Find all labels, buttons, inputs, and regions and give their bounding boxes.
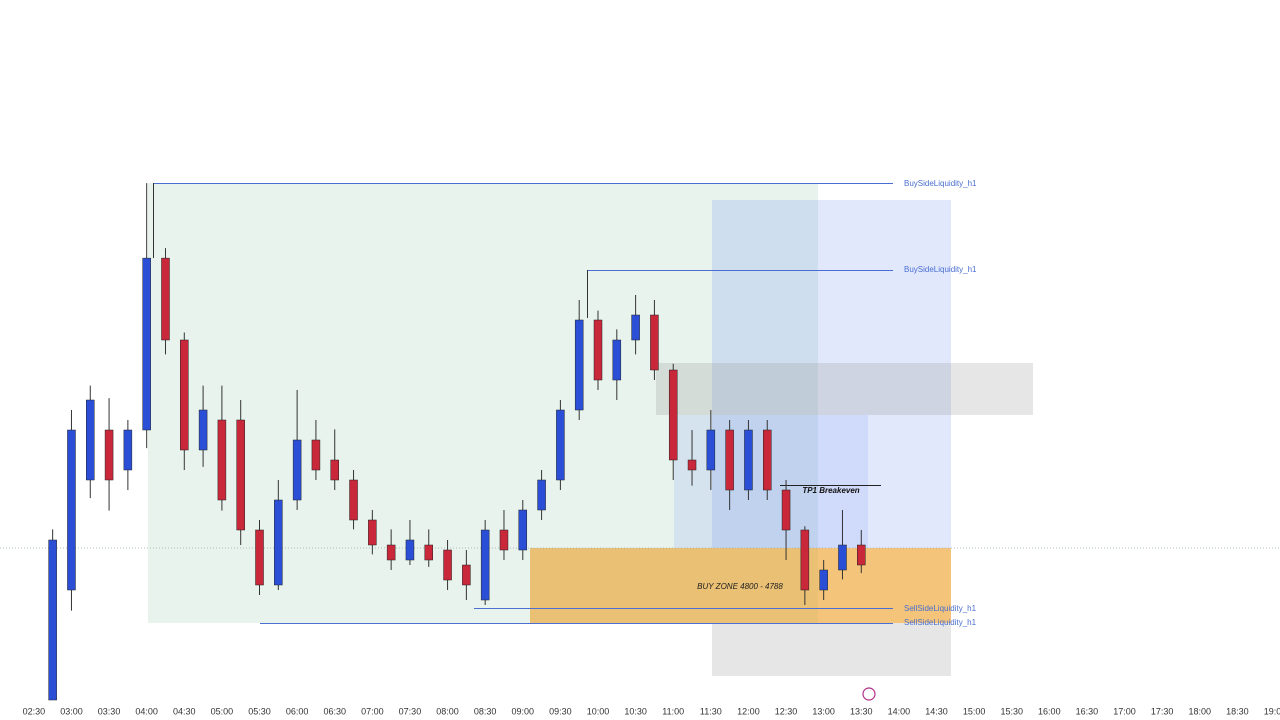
candle-body (612, 339, 622, 381)
candle-body (443, 549, 452, 581)
x-tick-label: 03:30 (98, 706, 121, 716)
x-tick-label: 16:00 (1038, 706, 1061, 716)
candle-body (706, 429, 716, 471)
candle-body (593, 319, 603, 381)
candle-body (838, 544, 847, 571)
x-tick-label: 13:00 (812, 706, 835, 716)
x-tick-label: 17:00 (1113, 706, 1136, 716)
candle-body (574, 319, 584, 411)
candle-body (650, 314, 659, 371)
x-tick-label: 12:00 (737, 706, 760, 716)
candle-body (687, 459, 697, 471)
candle-body (537, 479, 546, 511)
candle-body (499, 529, 509, 551)
candle-body (725, 429, 734, 491)
x-tick-label: 12:30 (775, 706, 798, 716)
x-tick-label: 15:00 (963, 706, 986, 716)
x-tick-label: 16:30 (1076, 706, 1099, 716)
x-tick-label: 14:30 (925, 706, 948, 716)
candle-body (424, 544, 434, 561)
annotation: SellSideLiquidity_h1 (904, 604, 977, 613)
candle-body (631, 314, 640, 341)
annotation: BuySideLiquidity_h1 (904, 179, 977, 188)
x-tick-label: 09:30 (549, 706, 572, 716)
candle-body (857, 544, 866, 566)
candle-body (86, 399, 95, 481)
x-tick-label: 02:30 (23, 706, 46, 716)
candle-body (762, 429, 772, 491)
candle-body (198, 409, 208, 451)
candle-body (668, 369, 678, 461)
x-tick-label: 18:30 (1226, 706, 1249, 716)
candle-body (236, 419, 245, 531)
candle-body (349, 479, 358, 521)
x-tick-label: 11:00 (662, 706, 684, 716)
x-tick-label: 17:30 (1151, 706, 1174, 716)
candle-body (142, 257, 151, 431)
x-tick-label: 10:30 (624, 706, 647, 716)
x-tick-label: 19:00 (1264, 706, 1280, 716)
annotation: BUY ZONE 4800 - 4788 (697, 582, 783, 591)
x-tick-label: 05:30 (248, 706, 271, 716)
candle-body (781, 489, 791, 531)
x-tick-label: 13:30 (850, 706, 873, 716)
candle-body (405, 539, 415, 561)
x-tick-label: 04:00 (135, 706, 158, 716)
x-tick-label: 08:30 (474, 706, 497, 716)
x-tick-label: 07:30 (399, 706, 422, 716)
candle-body (386, 544, 396, 561)
annotation: TP1 Breakeven (802, 486, 859, 495)
candle-body (744, 429, 753, 491)
candle-body (480, 529, 490, 601)
x-tick-label: 18:00 (1188, 706, 1211, 716)
candle-body (48, 539, 57, 701)
stop-zone (712, 623, 951, 676)
candles (48, 183, 866, 701)
x-tick-label: 03:00 (60, 706, 83, 716)
candle-body (368, 519, 377, 546)
candle-body (123, 429, 133, 471)
candle-body (217, 419, 227, 501)
annotation: SellSideLiquidity_h1 (904, 618, 977, 627)
candle-body (330, 459, 339, 481)
x-tick-label: 10:00 (587, 706, 610, 716)
candle-body (292, 439, 302, 501)
annotation: BuySideLiquidity_h1 (904, 265, 977, 274)
candle-body (556, 409, 565, 481)
x-tick-label: 05:00 (211, 706, 234, 716)
candle-body (180, 339, 189, 451)
candle-body (274, 499, 283, 586)
x-tick-label: 06:30 (323, 706, 346, 716)
candle-body (819, 569, 828, 591)
candle-body (104, 429, 114, 481)
candle-body (462, 564, 471, 586)
x-tick-label: 15:30 (1000, 706, 1023, 716)
supply-zone (656, 363, 1033, 415)
candle-body (67, 429, 76, 591)
alert-icon[interactable] (862, 687, 876, 701)
x-tick-label: 06:00 (286, 706, 309, 716)
buy-zone (530, 548, 951, 623)
x-tick-label: 04:30 (173, 706, 196, 716)
x-tick-label: 11:30 (700, 706, 722, 716)
x-tick-label: 09:00 (512, 706, 535, 716)
candle-body (800, 529, 810, 591)
candle-body (311, 439, 321, 471)
candle-body (518, 509, 528, 551)
x-axis: 02:30 03:00 03:30 04:00 04:30 05:00 05:30 06:00… (23, 706, 1280, 716)
candle-body (255, 529, 264, 586)
x-tick-label: 08:00 (436, 706, 459, 716)
x-tick-label: 07:00 (361, 706, 384, 716)
candle-body (161, 257, 170, 341)
x-tick-label: 14:00 (888, 706, 911, 716)
